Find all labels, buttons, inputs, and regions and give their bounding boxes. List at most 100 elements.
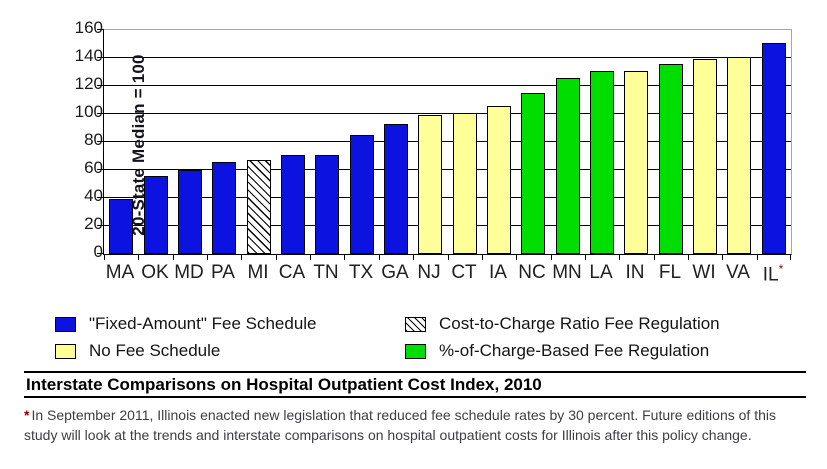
y-tick-mark-0: [97, 253, 104, 254]
x-label-footnote-marker: *: [778, 262, 784, 276]
legend-label-none: No Fee Schedule: [89, 341, 221, 360]
x-tick-mark-8: [379, 255, 380, 260]
bar-NJ: [418, 115, 442, 254]
x-tick-mark-5: [276, 255, 277, 260]
x-tick-mark-4: [241, 255, 242, 260]
y-tick-mark-60: [97, 169, 104, 170]
x-label-IN: IN: [625, 262, 645, 283]
bar-IN: [624, 71, 648, 254]
gridline-40: [104, 197, 791, 198]
x-label-OK: OK: [141, 262, 169, 283]
y-tick-label-140: 140: [74, 46, 103, 65]
legend-swatch-pct: [405, 343, 426, 359]
y-tick-label-40: 40: [84, 186, 103, 205]
gridline-140: [104, 57, 791, 58]
plot-area: 20-State Median = 100: [97, 29, 792, 260]
x-tick-mark-7: [344, 255, 345, 260]
y-tick-label-60: 60: [84, 158, 103, 177]
legend-column-right: Cost-to-Charge Ratio Fee Regulation %-of-…: [405, 312, 720, 363]
bar-WI: [693, 59, 717, 254]
bar-MI: [247, 160, 271, 254]
x-tick-mark-17: [688, 255, 689, 260]
bar-NC: [521, 93, 545, 254]
y-tick-label-20: 20: [84, 214, 103, 233]
x-tick-mark-14: [585, 255, 586, 260]
x-tick-mark-3: [207, 255, 208, 260]
footnote-text: In September 2011, Illinois enacted new …: [24, 407, 776, 443]
x-tick-mark-6: [310, 255, 311, 260]
x-label-WI: WI: [692, 262, 716, 283]
legend-swatch-fixed: [55, 316, 76, 332]
x-tick-mark-13: [551, 255, 552, 260]
legend-item-none: No Fee Schedule: [55, 339, 317, 363]
gridline-80: [104, 141, 791, 142]
bar-PA: [212, 162, 236, 254]
x-label-TX: TX: [348, 262, 374, 283]
y-axis-title: 20-State Median = 100: [129, 54, 148, 236]
x-label-MA: MA: [105, 262, 135, 283]
legend-swatch-none: [55, 343, 76, 359]
x-label-VA: VA: [726, 262, 750, 283]
bar-MA: [109, 199, 133, 254]
gridline-100: [104, 113, 791, 114]
title-rule-top: [24, 371, 806, 373]
y-tick-mark-100: [97, 113, 104, 114]
x-tick-mark-19: [757, 255, 758, 260]
y-tick-label-100: 100: [74, 102, 103, 121]
y-tick-mark-20: [97, 225, 104, 226]
title-rule-bottom: [24, 396, 806, 398]
gridline-60: [104, 169, 791, 170]
x-label-IL: IL*: [762, 262, 784, 286]
x-tick-mark-11: [482, 255, 483, 260]
x-tick-mark-end: [790, 255, 791, 260]
x-label-CA: CA: [278, 262, 306, 283]
y-tick-label-80: 80: [84, 130, 103, 149]
bar-IA: [487, 106, 511, 254]
x-label-MD: MD: [174, 262, 204, 283]
x-label-IA: IA: [489, 262, 507, 283]
x-label-GA: GA: [381, 262, 409, 283]
y-tick-mark-120: [97, 85, 104, 86]
x-label-MI: MI: [247, 262, 269, 283]
bar-IL: [762, 43, 786, 254]
x-tick-mark-10: [448, 255, 449, 260]
x-label-TN: TN: [313, 262, 339, 283]
bar-TX: [350, 135, 374, 254]
y-tick-label-160: 160: [74, 18, 103, 37]
y-tick-mark-80: [97, 141, 104, 142]
x-tick-mark-9: [413, 255, 414, 260]
x-label-FL: FL: [658, 262, 682, 283]
x-tick-mark-18: [722, 255, 723, 260]
x-label-NJ: NJ: [417, 262, 441, 283]
y-tick-mark-160: [97, 29, 104, 30]
x-tick-mark-15: [619, 255, 620, 260]
y-tick-mark-140: [97, 57, 104, 58]
legend-label-ctc: Cost-to-Charge Ratio Fee Regulation: [439, 314, 720, 333]
bar-VA: [727, 57, 751, 254]
legend-swatch-ctc: [405, 316, 426, 332]
y-tick-label-120: 120: [74, 74, 103, 93]
x-tick-mark-16: [654, 255, 655, 260]
gridline-120: [104, 85, 791, 86]
gridline-20: [104, 225, 791, 226]
bar-CA: [281, 155, 305, 254]
x-tick-mark-2: [173, 255, 174, 260]
bar-CT: [453, 113, 477, 254]
legend-label-pct: %-of-Charge-Based Fee Regulation: [439, 341, 710, 360]
legend-label-fixed: "Fixed-Amount" Fee Schedule: [89, 314, 317, 333]
legend-item-fixed: "Fixed-Amount" Fee Schedule: [55, 312, 317, 336]
legend-column-left: "Fixed-Amount" Fee Schedule No Fee Schedu…: [55, 312, 317, 363]
footnote-asterisk: *: [24, 407, 30, 423]
bar-GA: [384, 124, 408, 254]
x-tick-mark-1: [138, 255, 139, 260]
footnote: * In September 2011, Illinois enacted new…: [24, 405, 799, 445]
bar-MD: [178, 170, 202, 254]
x-tick-mark-12: [516, 255, 517, 260]
y-tick-label-0: 0: [93, 242, 103, 261]
bar-MN: [556, 78, 580, 254]
x-label-NC: NC: [518, 262, 546, 283]
bar-OK: [144, 176, 168, 254]
x-label-PA: PA: [211, 262, 235, 283]
x-label-MN: MN: [552, 262, 582, 283]
